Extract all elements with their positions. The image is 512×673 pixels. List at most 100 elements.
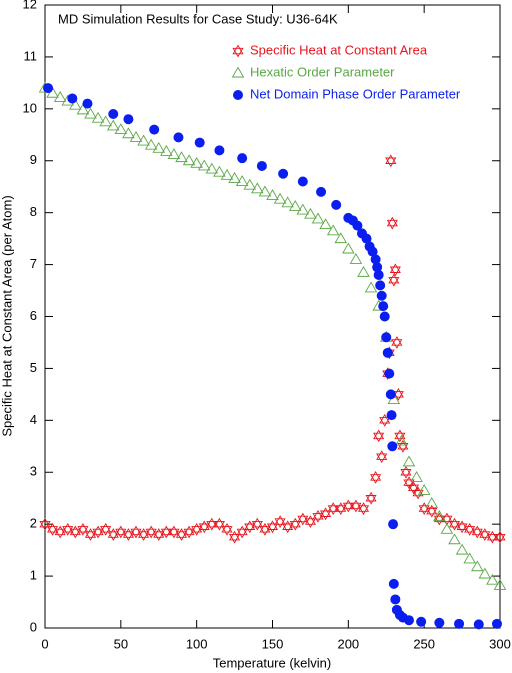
point: [478, 567, 492, 579]
point: [82, 98, 93, 109]
y-tick-label: 8: [30, 204, 37, 219]
point: [69, 98, 82, 110]
point: [370, 254, 381, 265]
point: [361, 233, 372, 244]
point: [288, 200, 302, 211]
point: [320, 507, 332, 521]
point: [206, 517, 218, 531]
point: [350, 499, 362, 513]
legend-label: Specific Heat at Constant Area: [250, 42, 428, 57]
point: [107, 528, 119, 541]
point: [410, 471, 423, 482]
point: [266, 520, 279, 534]
y-tick-label: 12: [23, 0, 37, 11]
point: [122, 528, 134, 541]
point: [372, 262, 383, 273]
point: [311, 212, 325, 224]
point: [213, 165, 226, 177]
y-tick-label: 0: [30, 619, 37, 634]
legend-marker: [232, 44, 244, 58]
point: [479, 528, 491, 541]
point: [493, 579, 507, 590]
point: [494, 530, 506, 544]
point: [388, 519, 399, 530]
point: [416, 616, 427, 627]
point: [152, 141, 166, 153]
point: [376, 290, 387, 301]
point: [373, 429, 385, 443]
point: [316, 186, 327, 197]
point: [115, 525, 127, 539]
point: [76, 103, 90, 115]
legend-marker: [231, 66, 245, 78]
point: [304, 207, 317, 219]
point: [182, 154, 196, 166]
point: [433, 512, 445, 526]
point: [388, 273, 400, 287]
y-tick-label: 9: [30, 152, 37, 167]
point: [62, 523, 74, 536]
point: [53, 91, 67, 102]
x-tick-label: 300: [489, 636, 511, 651]
legend-marker: [233, 90, 243, 100]
point: [191, 523, 203, 536]
point: [455, 543, 469, 555]
point: [273, 192, 287, 204]
point: [440, 522, 454, 534]
point: [463, 552, 476, 564]
point: [349, 252, 363, 264]
x-axis-label: Temperature (kelvin): [213, 655, 332, 670]
point: [389, 263, 401, 277]
point: [122, 127, 135, 139]
point: [67, 93, 78, 104]
point: [220, 168, 234, 180]
x-tick-label: 200: [337, 636, 359, 651]
legend-label: Hexatic Order Parameter: [250, 64, 395, 79]
point: [334, 232, 348, 244]
point: [77, 523, 89, 536]
point: [106, 119, 120, 131]
y-tick-label: 1: [30, 568, 37, 583]
point: [235, 175, 249, 186]
point: [373, 269, 384, 280]
point: [425, 497, 439, 508]
point: [69, 525, 81, 539]
point: [100, 523, 112, 536]
point: [160, 525, 172, 539]
point: [229, 530, 241, 544]
point: [130, 525, 142, 539]
point: [296, 203, 310, 215]
point: [386, 410, 397, 421]
point: [274, 515, 286, 529]
point: [402, 455, 416, 467]
point: [198, 520, 210, 534]
point: [173, 132, 184, 143]
point: [297, 512, 309, 526]
point: [237, 153, 248, 164]
point: [297, 176, 308, 187]
point: [167, 148, 181, 159]
point: [384, 368, 395, 379]
point: [183, 525, 195, 539]
point: [395, 434, 408, 446]
legend-label: Net Domain Phase Order Parameter: [250, 86, 461, 101]
y-axis-label: Specific Heat at Constant Area (per Atom…: [0, 195, 14, 436]
point: [47, 523, 59, 536]
point: [153, 528, 165, 541]
point: [408, 481, 420, 495]
x-tick-label: 50: [114, 636, 128, 651]
point: [376, 450, 388, 464]
point: [486, 573, 499, 585]
point: [364, 281, 378, 293]
point: [456, 520, 468, 534]
point: [342, 242, 355, 254]
point: [304, 515, 316, 529]
point: [378, 301, 389, 312]
y-tick-label: 5: [30, 360, 37, 375]
y-tick-label: 7: [30, 256, 37, 271]
point: [382, 347, 393, 358]
point: [357, 265, 370, 277]
point: [197, 159, 211, 171]
point: [365, 491, 377, 505]
